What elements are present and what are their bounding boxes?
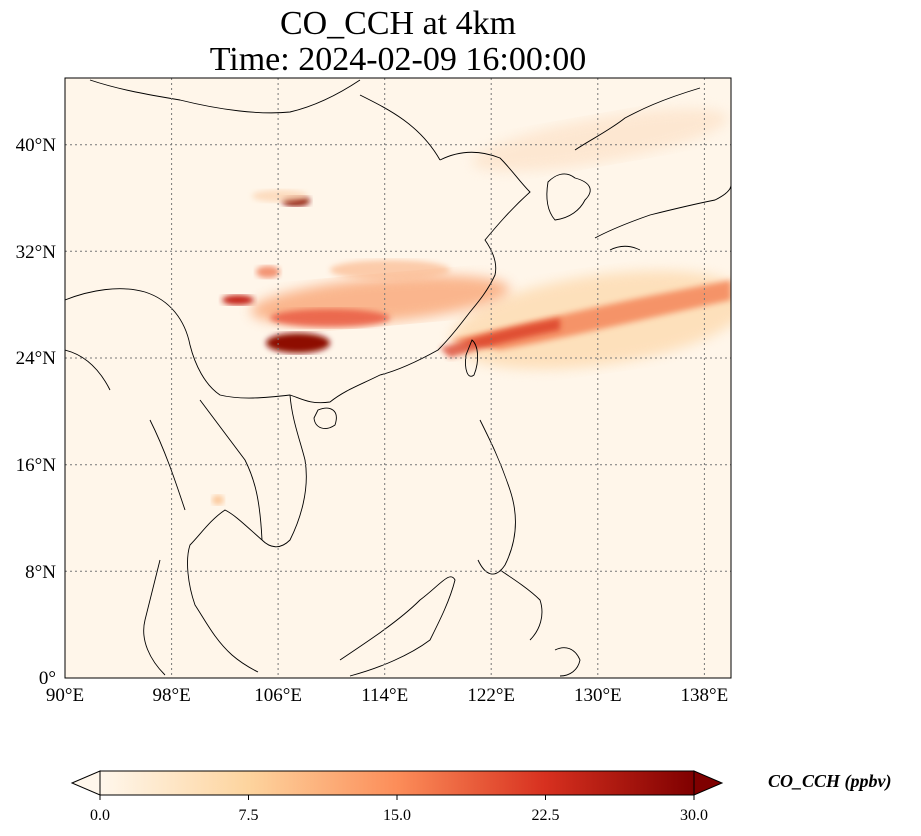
colorbar-gradient (100, 771, 694, 795)
lon-label: 130°E (574, 685, 622, 706)
lon-label: 98°E (152, 685, 190, 706)
japan-honshu (594, 184, 731, 239)
map-background (65, 78, 731, 678)
manchuria-coast (574, 87, 701, 151)
china-coastline (289, 151, 531, 404)
plot-frame (64, 77, 732, 679)
laos-border (199, 399, 263, 541)
hainan-island (313, 407, 337, 429)
taiwan-island (465, 339, 479, 377)
korean-peninsula (546, 173, 591, 221)
lat-label: 0° (39, 668, 56, 689)
thailand-border (149, 419, 186, 511)
lat-label: 40°N (16, 135, 57, 156)
india-northeast-border (65, 349, 111, 391)
plume-hotspot-south (266, 333, 330, 353)
lat-label: 8°N (25, 562, 56, 583)
colorbar: 0.0 7.5 15.0 22.5 30.0 (70, 770, 724, 824)
colorbar-max-extend (693, 770, 724, 796)
plume-guangxi (270, 309, 390, 327)
philippines-mindanao (499, 569, 543, 641)
sulawesi-coast (554, 647, 581, 677)
myanmar-coast (143, 559, 166, 676)
northeast-border (359, 94, 441, 161)
lat-label: 32°N (16, 242, 57, 263)
colorbar-tick-label: 0.0 (90, 807, 110, 824)
lon-label: 106°E (254, 685, 302, 706)
plume-korea-japan (471, 108, 729, 172)
colorbar-min-extend (70, 770, 101, 796)
plume-hotspot-thailand (212, 495, 224, 505)
lon-label: 114°E (361, 685, 408, 706)
lat-label: 16°N (16, 455, 57, 476)
indochina-coast (187, 509, 263, 673)
plume-north-halo (252, 190, 308, 202)
borneo-coast (339, 576, 456, 677)
colorbar-tick-label: 22.5 (532, 807, 560, 824)
lon-label: 90°E (46, 685, 84, 706)
coastlines (65, 79, 731, 677)
colorbar-tick-label: 30.0 (680, 807, 708, 824)
plume-hotspot-yunnan (222, 295, 254, 305)
plume-taiwan-strait (440, 318, 560, 358)
longitude-labels: 90°E 98°E 106°E 114°E 122°E 130°E 138°E (46, 685, 728, 706)
japan-kyushu (609, 245, 641, 251)
china-southwest-border (65, 288, 291, 399)
vietnam-coast (261, 394, 307, 548)
colorbar-title: CO_CCH (ppbv) (768, 771, 892, 791)
colorbar-tick-label: 7.5 (239, 807, 259, 824)
plume-hotspot-sichuan (256, 266, 280, 278)
map-subtitle-time: Time: 2024-02-09 16:00:00 (209, 41, 587, 78)
graticule (65, 78, 731, 678)
co-plume-field (212, 108, 731, 505)
latitude-labels: 0° 8°N 16°N 24°N 32°N 40°N (16, 135, 57, 689)
lat-label: 24°N (16, 348, 57, 369)
plume-yangtze (330, 260, 450, 280)
mongolia-border (89, 79, 361, 114)
lon-label: 122°E (467, 685, 515, 706)
colorbar-tick-label: 15.0 (383, 807, 411, 824)
lon-label: 138°E (681, 685, 729, 706)
map-title: CO_CCH at 4km (279, 5, 517, 42)
